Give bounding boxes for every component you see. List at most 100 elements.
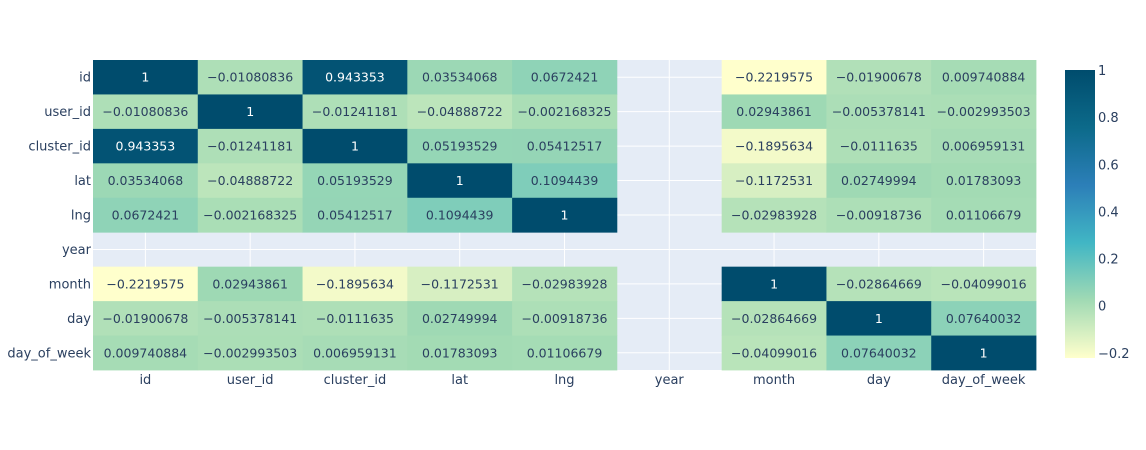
heatmap-cell — [721, 335, 827, 371]
cell-value-label: 0.07640032 — [841, 345, 917, 360]
cell-value-label: −0.002168325 — [518, 104, 612, 119]
y-tick-label: lat — [74, 174, 91, 189]
cell-value-label: −0.01080836 — [102, 104, 188, 119]
heatmap-cell — [931, 163, 1037, 199]
heatmap-cell — [302, 163, 408, 199]
y-tick-label: month — [49, 277, 91, 292]
cell-value-label: −0.01900678 — [836, 70, 922, 85]
cell-value-label: −0.002993503 — [937, 104, 1031, 119]
heatmap-cell — [826, 266, 932, 302]
cell-value-label: −0.02864669 — [836, 276, 922, 291]
cell-value-label: 0.009740884 — [104, 345, 188, 360]
heatmap-cell — [931, 301, 1037, 336]
cell-value-label: 1 — [456, 173, 464, 188]
cell-value-label: −0.01241181 — [312, 104, 398, 119]
cell-value-label: 1 — [875, 311, 883, 326]
cell-value-label: 1 — [980, 345, 988, 360]
heatmap-cell — [302, 197, 408, 233]
cell-value-label: −0.1895634 — [316, 276, 394, 291]
cell-labels: 1 −0.01080836 0.943353 0.03534068 0.0672421 −… — [102, 70, 1030, 361]
colorbar-gradient — [1065, 70, 1095, 358]
heatmap-cell — [197, 128, 303, 164]
heatmap-cell — [512, 60, 618, 95]
heatmap-cell — [721, 60, 827, 95]
heatmap-cell — [721, 94, 827, 130]
cell-value-label: −0.2219575 — [106, 276, 184, 291]
colorbar-tick-label: 0.6 — [1098, 158, 1119, 173]
cell-value-label: 0.05412517 — [527, 139, 603, 154]
x-tick-label: lat — [451, 373, 468, 388]
x-tick-label: day_of_week — [942, 373, 1026, 388]
heatmap-cell — [826, 197, 932, 233]
x-axis-ticks: id user_id cluster_id lat lng year month day day… — [139, 373, 1025, 388]
heatmap-cell — [512, 197, 618, 233]
heatmap-cell — [93, 60, 199, 95]
colorbar-tick-label: 0.8 — [1098, 111, 1119, 126]
heatmap-cell — [93, 266, 199, 302]
heatmap-cell — [826, 301, 932, 336]
heatmap-cell — [931, 335, 1037, 371]
cell-value-label: −0.0111635 — [840, 139, 918, 154]
heatmap-cell — [302, 94, 408, 130]
cell-value-label: 1 — [351, 139, 359, 154]
cell-value-label: 0.03534068 — [422, 70, 498, 85]
cell-value-label: 1 — [141, 70, 149, 85]
x-tick-label: year — [655, 373, 685, 388]
cell-value-label: 0.009740884 — [942, 70, 1026, 85]
cell-value-label: −0.00918736 — [521, 311, 607, 326]
cell-value-label: −0.005378141 — [203, 311, 297, 326]
cell-value-label: 0.1094439 — [531, 173, 599, 188]
colorbar-tick-label: 0 — [1098, 300, 1106, 315]
heatmap-cell — [931, 266, 1037, 302]
heatmap-cell — [721, 163, 827, 199]
cell-value-label: 0.0672421 — [531, 70, 599, 85]
cell-value-label: 0.02749994 — [422, 311, 498, 326]
cell-value-label: −0.2219575 — [735, 70, 813, 85]
heatmap-cell — [93, 197, 199, 233]
cell-value-label: 0.02943861 — [212, 276, 288, 291]
cell-value-label: −0.01900678 — [102, 311, 188, 326]
heatmap-cell — [197, 301, 303, 336]
colorbar-tick-label: 0.2 — [1098, 253, 1119, 268]
cell-value-label: −0.02864669 — [731, 311, 817, 326]
cell-value-label: −0.04888722 — [417, 104, 503, 119]
heatmap-cell — [512, 94, 618, 130]
y-tick-label: lng — [71, 209, 91, 224]
y-tick-label: year — [62, 243, 92, 258]
cell-value-label: 0.0672421 — [112, 208, 180, 223]
heatmap-cell — [302, 301, 408, 336]
heatmap-cell — [931, 60, 1037, 95]
heatmap-cell — [512, 335, 618, 371]
heatmap-cell — [93, 163, 199, 199]
heatmap-cell — [407, 128, 513, 164]
cell-value-label: 0.01783093 — [422, 345, 498, 360]
y-tick-label: user_id — [44, 105, 91, 120]
heatmap-cell — [721, 266, 827, 302]
cell-value-label: 0.01783093 — [946, 173, 1022, 188]
heatmap-cells — [93, 60, 1037, 371]
heatmap-cell — [197, 94, 303, 130]
y-tick-label: day — [67, 312, 91, 327]
heatmap-cell — [512, 128, 618, 164]
heatmap-cell — [512, 266, 618, 302]
heatmap-cell — [197, 266, 303, 302]
heatmap-cell — [407, 266, 513, 302]
cell-value-label: 0.05193529 — [317, 173, 393, 188]
heatmap-cell — [512, 301, 618, 336]
cell-value-label: 0.07640032 — [946, 311, 1022, 326]
cell-value-label: −0.04099016 — [941, 276, 1027, 291]
heatmap-cell — [826, 60, 932, 95]
colorbar-tick-label: −0.2 — [1098, 347, 1130, 362]
heatmap-cell — [302, 60, 408, 95]
heatmap-cell — [407, 301, 513, 336]
x-tick-label: month — [753, 373, 795, 388]
cell-value-label: −0.1172531 — [421, 276, 499, 291]
cell-value-label: 0.01106679 — [527, 345, 603, 360]
heatmap-cell — [407, 197, 513, 233]
cell-value-label: 0.006959131 — [942, 139, 1026, 154]
heatmap-cell — [407, 335, 513, 371]
cell-value-label: −0.002168325 — [203, 208, 297, 223]
heatmap-cell — [197, 60, 303, 95]
cell-value-label: 0.1094439 — [426, 208, 494, 223]
